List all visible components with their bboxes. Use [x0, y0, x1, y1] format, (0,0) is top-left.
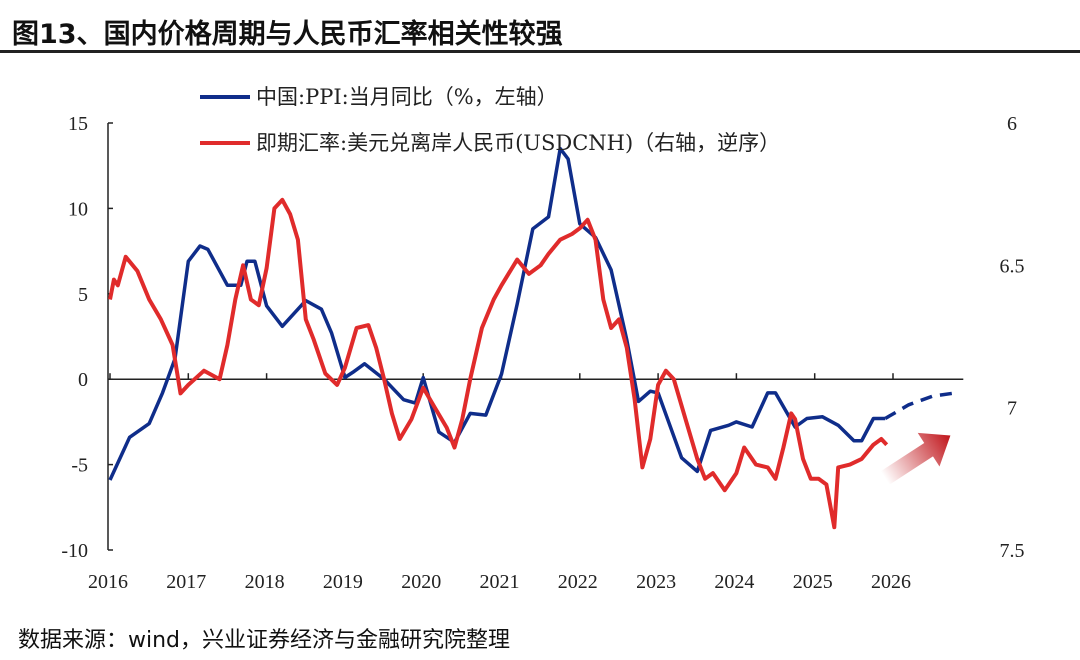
- right-axis-tick-label: 7: [1007, 398, 1017, 420]
- series-line-1: [884, 391, 956, 421]
- series-line-0: [108, 146, 886, 481]
- x-axis-tick-label: 2025: [793, 571, 833, 593]
- x-axis-tick-label: 2017: [166, 571, 206, 593]
- left-axis-tick-label: 5: [78, 284, 88, 306]
- left-axis-tick-label: -5: [71, 455, 88, 477]
- legend-label-ppi: 中国:PPI:当月同比（%，左轴）: [256, 85, 558, 109]
- left-axis-tick-label: 15: [68, 113, 88, 135]
- figure-title: 图13、国内价格周期与人民币汇率相关性较强: [12, 19, 563, 50]
- x-axis-tick-label: 2021: [480, 571, 520, 593]
- chart: 15 10 5 0 -5 -10 6 6.5 7 7.5 2016 2017 2018 2019 2020 2…: [61, 85, 1025, 593]
- right-axis-tick-label: 6.5: [1000, 255, 1025, 277]
- x-axis-tick-label: 2026: [871, 571, 911, 593]
- x-axis-tick-label: 2020: [401, 571, 441, 593]
- series-line-2: [108, 197, 889, 530]
- x-axis-tick-label: 2023: [636, 571, 676, 593]
- left-axis-tick-label: -10: [61, 540, 88, 562]
- trend-up-arrow: [880, 432, 951, 485]
- x-axis-tick-label: 2018: [245, 571, 285, 593]
- source-note: 数据来源：wind，兴业证券经济与金融研究院整理: [18, 628, 511, 653]
- legend-label-usdcnh: 即期汇率:美元兑离岸人民币(USDCNH)（右轴，逆序）: [256, 131, 780, 155]
- right-axis-tick-label: 7.5: [1000, 540, 1025, 562]
- x-axis-tick-label: 2019: [323, 571, 363, 593]
- left-axis-tick-label: 10: [68, 198, 88, 220]
- right-axis-tick-label: 6: [1007, 113, 1017, 135]
- x-axis-tick-label: 2024: [714, 571, 754, 593]
- title-rule: [0, 50, 1080, 53]
- left-axis-tick-label: 0: [78, 369, 88, 391]
- x-axis-tick-label: 2016: [88, 571, 128, 593]
- x-axis-tick-label: 2022: [558, 571, 598, 593]
